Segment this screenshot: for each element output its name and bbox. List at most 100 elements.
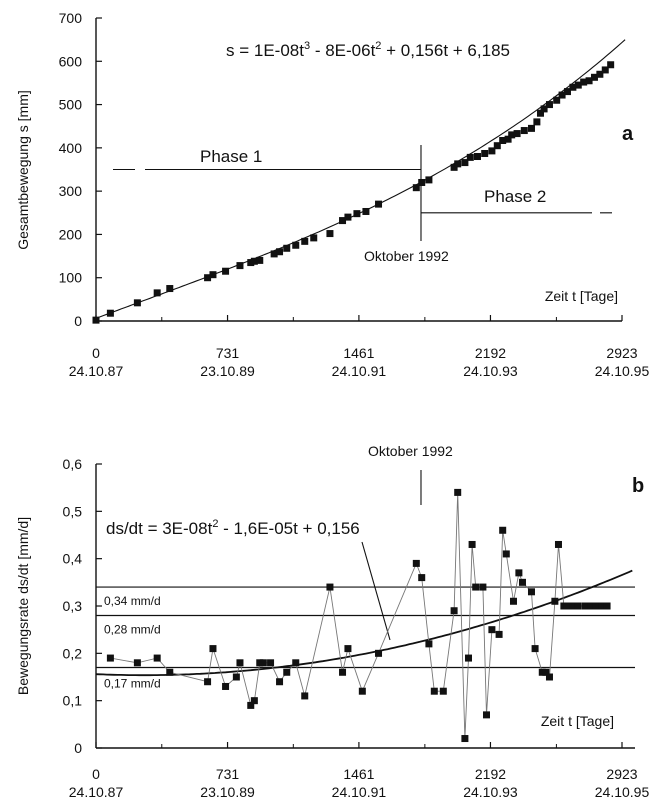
y-tick-label-a: 200 [59, 226, 83, 242]
data-point-b [472, 583, 480, 591]
annotations-b [361, 470, 422, 641]
x-tick-label-b: 2923 [606, 766, 637, 782]
data-point-b [425, 640, 433, 648]
data-point-b [236, 659, 244, 667]
data-point-b [542, 668, 550, 676]
data-point-b [247, 701, 255, 709]
data-point-a [344, 213, 352, 221]
x-ticks-a: 0 24.10.87 731 23.10.89 1461 24.10.91 2192 24.1… [69, 315, 650, 379]
data-point-b [267, 659, 275, 667]
data-point-b [518, 578, 526, 586]
data-point-b [450, 607, 458, 615]
x-tick-date-a: 24.10.87 [69, 363, 124, 379]
data-point-a [276, 248, 284, 256]
data-point-b [344, 645, 352, 653]
data-point-b [468, 540, 476, 548]
data-point-b [554, 540, 562, 548]
data-point-b [283, 668, 291, 676]
data-point-b [292, 659, 300, 667]
x-tick-date-a: 24.10.93 [463, 363, 518, 379]
panel-letter-b: b [632, 475, 644, 497]
phase1-label: Phase 1 [200, 147, 262, 166]
data-point-a [222, 267, 230, 275]
data-point-b [204, 678, 212, 686]
data-point-a [106, 309, 114, 317]
x-tick-date-a: 24.10.91 [332, 363, 387, 379]
x-tick-date-b: 24.10.93 [463, 784, 518, 800]
data-point-b [502, 550, 510, 558]
data-point-b [465, 654, 473, 662]
fit-equation-a: s = 1E-08t3 - 8E-06t2 + 0,156t + 6,185 [226, 40, 510, 60]
equation-leader-line [361, 541, 391, 641]
data-point-b [488, 626, 496, 634]
x-tick-label-a: 0 [92, 345, 100, 361]
y-tick-label-a: 700 [59, 10, 83, 26]
data-point-a [353, 210, 361, 218]
data-point-a [247, 259, 255, 267]
data-point-b [106, 654, 114, 662]
data-point-b [430, 687, 438, 695]
data-point-a [508, 131, 516, 139]
data-point-b [301, 692, 309, 700]
data-point-a [283, 244, 291, 252]
y-tick-label-a: 0 [74, 313, 82, 329]
data-point-a [533, 118, 541, 126]
data-point-a [499, 136, 507, 144]
y-tick-label-b: 0,3 [63, 598, 83, 614]
data-point-b [479, 583, 487, 591]
y-tick-label-b: 0,4 [63, 551, 83, 567]
y-tick-label-b: 0,5 [63, 503, 83, 519]
data-point-a [270, 250, 278, 258]
data-point-b [222, 682, 230, 690]
data-point-a [590, 73, 598, 81]
panel-a: 0 100 200 300 400 500 600 700 0 24.10.87 731 23.10… [15, 10, 649, 379]
data-point-a [256, 256, 264, 264]
data-point-b [276, 678, 284, 686]
y-axis-label-b: Bewegungsrate ds/dt [mm/d] [15, 517, 31, 695]
data-point-b [339, 668, 347, 676]
data-point-b [499, 526, 507, 534]
data-point-b [259, 659, 267, 667]
data-point-a [418, 178, 426, 186]
panel-b: 0 0,1 0,2 0,3 0,4 0,5 0,6 0 24.10.87 731 23.10.89… [15, 443, 649, 800]
data-point-b [358, 687, 366, 695]
data-point-a [301, 237, 309, 245]
data-point-a [493, 142, 501, 150]
data-point-b [527, 588, 535, 596]
data-point-b [592, 602, 600, 610]
data-point-a [454, 160, 462, 168]
data-point-b [551, 597, 559, 605]
x-tick-date-a: 24.10.95 [595, 363, 650, 379]
data-point-a [339, 217, 347, 225]
data-point-b [545, 673, 553, 681]
data-point-b [250, 697, 258, 705]
data-point-a [601, 66, 609, 74]
data-point-a [375, 200, 383, 208]
x-tick-date-b: 24.10.95 [595, 784, 650, 800]
data-point-a [209, 271, 217, 279]
data-point-a [326, 230, 334, 238]
data-point-b [412, 559, 420, 567]
y-tick-label-a: 300 [59, 183, 83, 199]
x-tick-date-b: 23.10.89 [200, 784, 255, 800]
y-tick-label-a: 600 [59, 53, 83, 69]
data-point-a [536, 109, 544, 117]
data-point-a [236, 262, 244, 270]
reference-lines: 0,34 mm/d 0,28 mm/d 0,17 mm/d [96, 586, 635, 691]
data-points-a [92, 61, 615, 324]
data-point-a [574, 81, 582, 89]
fit-curve-a [95, 39, 626, 319]
y-tick-label-b: 0,6 [63, 456, 83, 472]
data-point-b [587, 602, 595, 610]
data-point-a [553, 96, 561, 104]
data-point-a [504, 135, 512, 143]
data-point-a [558, 91, 566, 99]
x-tick-date-b: 24.10.91 [332, 784, 387, 800]
data-point-a [166, 285, 174, 293]
data-point-b [495, 630, 503, 638]
data-point-b [209, 645, 217, 653]
data-point-a [585, 77, 593, 85]
data-point-a [607, 61, 615, 69]
data-point-b [603, 602, 611, 610]
x-axis-label-b: Zeit t [Tage] [541, 713, 614, 729]
